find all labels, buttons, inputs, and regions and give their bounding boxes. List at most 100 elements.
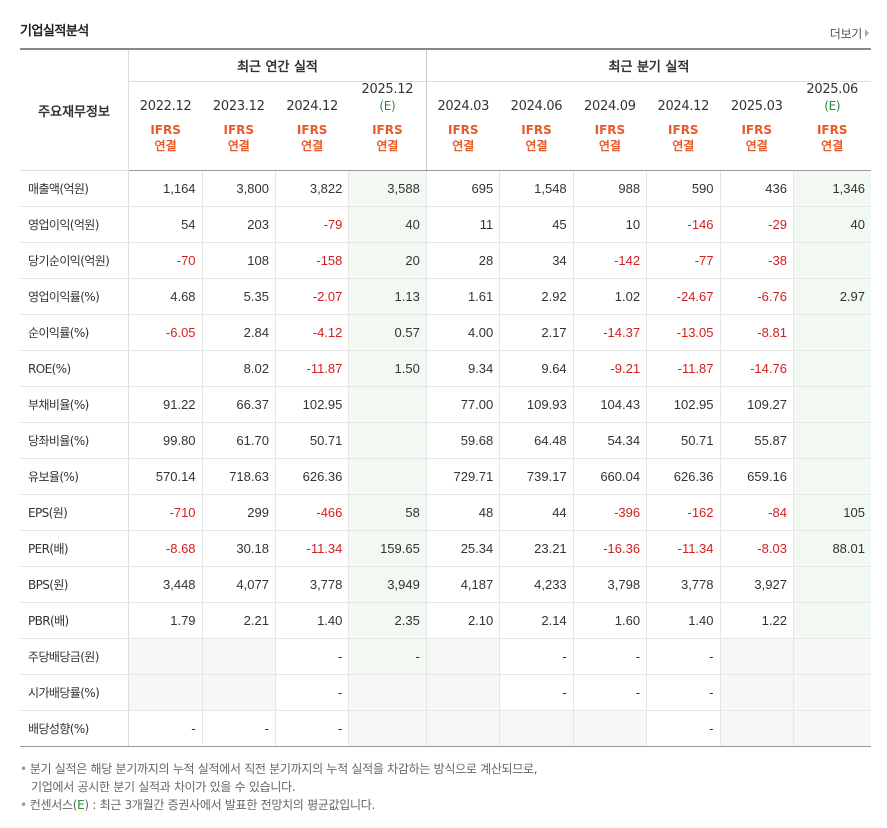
metric-value: 61.70 xyxy=(202,422,276,459)
metric-value: - xyxy=(646,710,721,747)
metric-value: 58 xyxy=(348,494,427,531)
metric-value: -38 xyxy=(720,242,794,279)
metric-label: ROE(%) xyxy=(20,350,130,387)
consolidation-label: 연결 xyxy=(452,139,475,153)
metric-value: - xyxy=(202,710,276,747)
metric-value: - xyxy=(348,638,427,675)
table-row: 시가배당률(%) - - - - xyxy=(20,674,871,711)
metric-label: 당기순이익(억원) xyxy=(20,242,130,279)
table-row: 순이익률(%) -6.05 2.84 -4.12 0.57 4.00 2.17 -14.37-… xyxy=(20,314,871,351)
metric-value: 54.34 xyxy=(573,422,648,459)
standard-label: IFRS xyxy=(372,123,403,137)
metric-label: 순이익률(%) xyxy=(20,314,130,351)
period-label: 2024.09 xyxy=(584,99,636,114)
footnotes: • 분기 실적은 해당 분기까지의 누적 실적에서 직전 분기까지의 누적 실적을… xyxy=(20,760,538,814)
metric-value: -14.37 xyxy=(573,314,648,351)
standard-label: IFRS xyxy=(594,123,626,137)
metric-value xyxy=(128,638,203,675)
metric-value: 4,233 xyxy=(499,566,574,603)
metric-value: 0.57 xyxy=(348,314,427,351)
metric-value: 50.71 xyxy=(275,422,350,459)
metric-value: 718.63 xyxy=(202,458,276,495)
metric-value: 3,949 xyxy=(348,566,427,603)
metric-value: 3,927 xyxy=(720,566,794,603)
metric-value: 660.04 xyxy=(573,458,648,495)
metric-value: 9.64 xyxy=(499,350,574,387)
period-header: 2025.03 xyxy=(720,81,794,118)
metric-value: 54 xyxy=(128,206,203,243)
metric-label: 당좌비율(%) xyxy=(20,422,130,459)
metric-value: 2.84 xyxy=(202,314,276,351)
financial-summary-table: 주요재무정보 최근 연간 실적 최근 분기 실적 2022.12 2023.12 2… xyxy=(20,48,871,747)
metric-value xyxy=(793,710,871,747)
table-row: 부채비율(%) 91.22 66.37 102.95 77.00 109.93 104.43… xyxy=(20,386,871,423)
metric-value: 695 xyxy=(425,170,501,207)
metric-value: - xyxy=(128,710,203,747)
consolidation-label: 연결 xyxy=(376,139,399,153)
more-link[interactable]: 더보기 xyxy=(830,25,869,42)
consolidation-label: 연결 xyxy=(525,139,548,153)
period-label: 2025.12 xyxy=(361,82,414,97)
standard-label: IFRS xyxy=(296,123,328,137)
metric-value xyxy=(573,710,648,747)
metric-value: -29 xyxy=(720,206,794,243)
metric-value: - xyxy=(275,638,350,675)
metric-value: 4,187 xyxy=(425,566,501,603)
metric-value: -24.67 xyxy=(646,278,721,315)
metric-value xyxy=(793,314,871,351)
metric-value: -6.05 xyxy=(128,314,203,351)
metric-value: 11 xyxy=(425,206,501,243)
metric-value: 4,077 xyxy=(202,566,276,603)
metric-value: 3,822 xyxy=(275,170,350,207)
standard-label: IFRS xyxy=(668,123,699,137)
consolidation-label: 연결 xyxy=(598,139,621,153)
metric-value: 3,588 xyxy=(348,170,427,207)
table-row: PBR(배) 1.79 2.21 1.40 2.35 2.10 2.14 1.60 1.40 1.… xyxy=(20,602,871,639)
period-header: 2024.06 xyxy=(499,81,574,118)
metric-value: 3,778 xyxy=(646,566,721,603)
metric-value xyxy=(425,710,501,747)
metric-value xyxy=(499,710,574,747)
metric-value: 77.00 xyxy=(425,386,501,423)
metric-label: 시가배당률(%) xyxy=(20,674,130,711)
metric-value: 2.21 xyxy=(202,602,276,639)
metric-value: 659.16 xyxy=(720,458,794,495)
metric-value xyxy=(348,710,427,747)
metric-value xyxy=(348,422,427,459)
metric-value: -79 xyxy=(275,206,350,243)
metric-value: 102.95 xyxy=(646,386,721,423)
metric-value: -710 xyxy=(128,494,203,531)
consolidation-label: 연결 xyxy=(301,139,324,153)
metric-value: 739.17 xyxy=(499,458,574,495)
estimate-mark: E xyxy=(77,798,85,812)
table-row: 영업이익(억원) 54 203 -79 40 11 45 10 -146 -29 40 xyxy=(20,206,871,243)
period-label: 2025.03 xyxy=(730,99,783,114)
metric-value: 66.37 xyxy=(202,386,276,423)
metric-value: 2.17 xyxy=(499,314,574,351)
metric-value xyxy=(793,242,871,279)
metric-value: - xyxy=(646,638,721,675)
standard-label: IFRS xyxy=(150,123,181,137)
metric-value: 105 xyxy=(793,494,871,531)
metric-value: - xyxy=(646,674,721,711)
period-header: 2025.06 (E) xyxy=(793,81,871,118)
metric-label: 배당성향(%) xyxy=(20,710,130,747)
estimate-mark: (E) xyxy=(379,99,396,113)
metric-label: 부채비율(%) xyxy=(20,386,130,423)
consolidation-label: 연결 xyxy=(821,139,844,153)
footnote-2: • 컨센서스(E) : 최근 3개월간 증권사에서 발표한 전망치의 평균값입니다… xyxy=(20,798,376,812)
table-row: EPS(원) -710 299 -466 58 48 44 -396 -162 -84 105 xyxy=(20,494,871,531)
metric-value: 1.02 xyxy=(573,278,648,315)
standard-label: IFRS xyxy=(521,123,552,137)
metric-value: 1.50 xyxy=(348,350,427,387)
metric-label: PBR(배) xyxy=(20,602,130,639)
metric-value xyxy=(348,386,427,423)
period-header: 2024.12 xyxy=(275,81,349,118)
period-label: 2024.12 xyxy=(286,99,339,114)
metric-value xyxy=(425,674,501,711)
metric-value: 1.79 xyxy=(128,602,203,639)
metric-value: 44 xyxy=(499,494,574,531)
metric-value: -6.76 xyxy=(720,278,794,315)
metric-value: 2.35 xyxy=(348,602,427,639)
metric-value: -142 xyxy=(573,242,648,279)
